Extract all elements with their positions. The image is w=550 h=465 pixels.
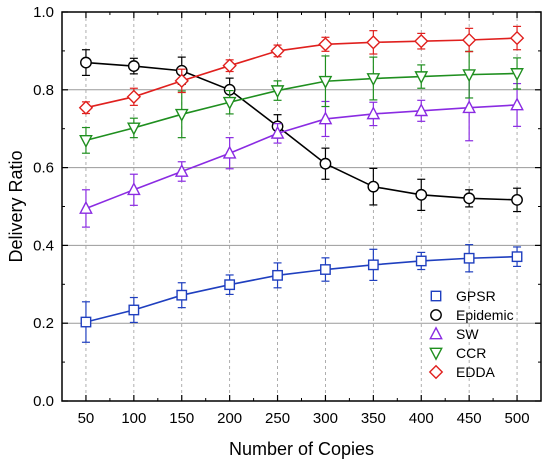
legend-marker-gpsr [430,290,442,302]
series-gpsr [80,244,523,343]
sw-point [318,111,333,125]
edda-point [461,32,477,48]
ccr-point [414,71,429,85]
sw-point [222,145,237,159]
sw-point [79,200,93,214]
ccr-point [222,96,237,110]
gpsr-point [367,259,379,271]
ccr-point [79,134,93,149]
gpsr-point [415,255,427,267]
gpsr-line [85,255,518,323]
legend-label-epidemic: Epidemic [456,307,514,323]
ccr-line [85,72,518,142]
series-edda [78,25,525,115]
epidemic-point [511,193,523,206]
x-tick-label: 100 [121,410,146,427]
edda-point [78,100,94,115]
legend-marker-ccr [429,347,443,361]
legend-marker-edda [428,364,444,380]
ccr-point [318,75,333,89]
x-tick-label: 50 [78,410,95,427]
sw-point [366,106,381,120]
epidemic-point [127,60,140,72]
y-tick-label: 0.6 [33,160,54,177]
sw-point [174,163,189,177]
gpsr-point [80,316,92,328]
gpsr-point [176,289,188,301]
legend-item-edda: EDDA [428,364,496,380]
x-tick-label: 250 [265,410,290,427]
x-tick-label: 200 [217,410,242,427]
y-tick-label: 1.0 [33,4,54,21]
epidemic-point [415,188,428,201]
ccr-point [126,122,141,136]
gpsr-point [128,304,140,316]
legend-item-ccr: CCR [429,345,486,361]
legend-label-ccr: CCR [456,345,486,361]
gpsr-point [463,252,475,264]
y-tick-label: 0.0 [33,393,54,410]
legend: GPSR Epidemic SW CCR EDDA [428,288,514,380]
ticks-layer: 50 100 150 200 250 300 350 400 450 500 0.0 0.2 0.4 0.… [33,4,541,427]
ccr-point [270,85,285,99]
legend-label-gpsr: GPSR [456,288,496,304]
y-axis-title: Delivery Ratio [6,150,26,262]
epidemic-point [319,157,332,170]
ccr-point [174,108,189,123]
x-axis-title: Number of Copies [229,439,374,459]
legend-label-sw: SW [456,326,479,342]
edda-point [318,37,333,52]
legend-label-edda: EDDA [456,364,496,380]
epidemic-point [463,192,476,205]
edda-point [174,73,189,89]
series-ccr [79,50,524,154]
legend-item-epidemic: Epidemic [430,307,514,323]
y-tick-label: 0.4 [33,237,54,254]
sw-point [510,97,524,111]
edda-point [509,30,525,46]
x-tick-label: 150 [169,410,194,427]
ccr-point [462,69,477,83]
sw-point [270,125,285,139]
series-layer [78,25,525,343]
edda-line [85,37,518,109]
epidemic-point [80,56,92,69]
sw-point [126,182,141,196]
edda-point [222,58,237,73]
x-tick-label: 350 [361,410,386,427]
edda-point [126,89,142,104]
series-sw [79,74,524,228]
sw-line [85,104,518,210]
legend-marker-sw [429,326,443,340]
x-tick-label: 400 [409,410,434,427]
ccr-point [366,73,381,87]
gpsr-point [511,251,523,263]
y-tick-label: 0.2 [33,315,54,332]
sw-point [414,103,429,117]
legend-marker-epidemic [430,309,442,321]
sw-point [462,99,477,114]
epidemic-line [85,61,518,201]
x-tick-label: 500 [505,410,530,427]
gpsr-point [272,269,283,281]
edda-point [366,35,381,50]
edda-point [414,33,429,49]
epidemic-point [367,180,380,193]
gpsr-point [320,264,331,275]
series-epidemic [80,49,523,213]
y-tick-label: 0.8 [33,82,54,99]
legend-item-sw: SW [429,326,479,342]
gpsr-point [224,279,236,291]
x-tick-label: 300 [313,410,338,427]
edda-point [270,43,285,59]
x-tick-label: 450 [457,410,482,427]
legend-item-gpsr: GPSR [430,288,496,304]
ccr-point [510,68,524,82]
